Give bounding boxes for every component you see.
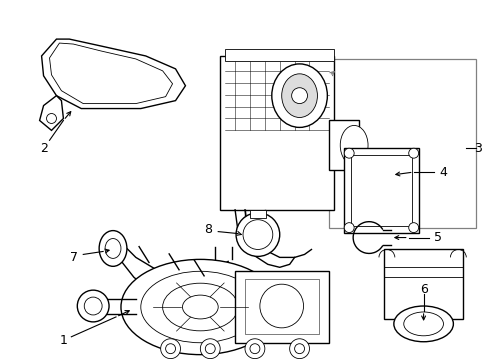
Bar	[235, 271, 329, 343]
Ellipse shape	[344, 148, 354, 158]
Ellipse shape	[163, 283, 238, 331]
Ellipse shape	[260, 284, 303, 328]
Text: 7: 7	[71, 251, 78, 264]
Ellipse shape	[250, 344, 260, 354]
Ellipse shape	[105, 239, 121, 258]
Bar	[329, 121, 359, 170]
Text: 6: 6	[419, 283, 428, 296]
Ellipse shape	[409, 223, 418, 233]
Ellipse shape	[47, 113, 56, 123]
Ellipse shape	[394, 306, 453, 342]
Text: 5: 5	[435, 231, 442, 244]
Ellipse shape	[272, 64, 327, 127]
Bar	[250, 210, 266, 218]
Ellipse shape	[409, 148, 418, 158]
Text: 2: 2	[40, 142, 48, 155]
Bar	[245, 279, 319, 334]
Ellipse shape	[282, 74, 318, 117]
Ellipse shape	[236, 213, 280, 256]
Ellipse shape	[205, 344, 215, 354]
Bar	[384, 249, 464, 319]
Ellipse shape	[99, 231, 127, 266]
Ellipse shape	[161, 339, 180, 359]
Bar	[220, 56, 334, 210]
Ellipse shape	[182, 295, 218, 319]
Text: 1: 1	[59, 334, 67, 347]
Polygon shape	[42, 39, 185, 109]
Ellipse shape	[166, 344, 175, 354]
Ellipse shape	[245, 339, 265, 359]
Ellipse shape	[294, 344, 305, 354]
Ellipse shape	[404, 312, 443, 336]
Ellipse shape	[121, 260, 280, 355]
Ellipse shape	[344, 223, 354, 233]
Bar	[329, 59, 476, 228]
Ellipse shape	[292, 88, 308, 104]
Ellipse shape	[200, 339, 220, 359]
Text: 8: 8	[204, 223, 212, 236]
Ellipse shape	[290, 339, 310, 359]
Text: 4: 4	[440, 166, 447, 179]
Ellipse shape	[77, 290, 109, 322]
Ellipse shape	[141, 271, 260, 343]
Ellipse shape	[243, 220, 273, 249]
Text: 3: 3	[474, 142, 482, 155]
Bar	[344, 148, 418, 233]
Polygon shape	[40, 96, 63, 130]
Bar	[225, 49, 334, 61]
Ellipse shape	[340, 125, 368, 165]
Ellipse shape	[84, 297, 102, 315]
Bar	[351, 155, 412, 226]
